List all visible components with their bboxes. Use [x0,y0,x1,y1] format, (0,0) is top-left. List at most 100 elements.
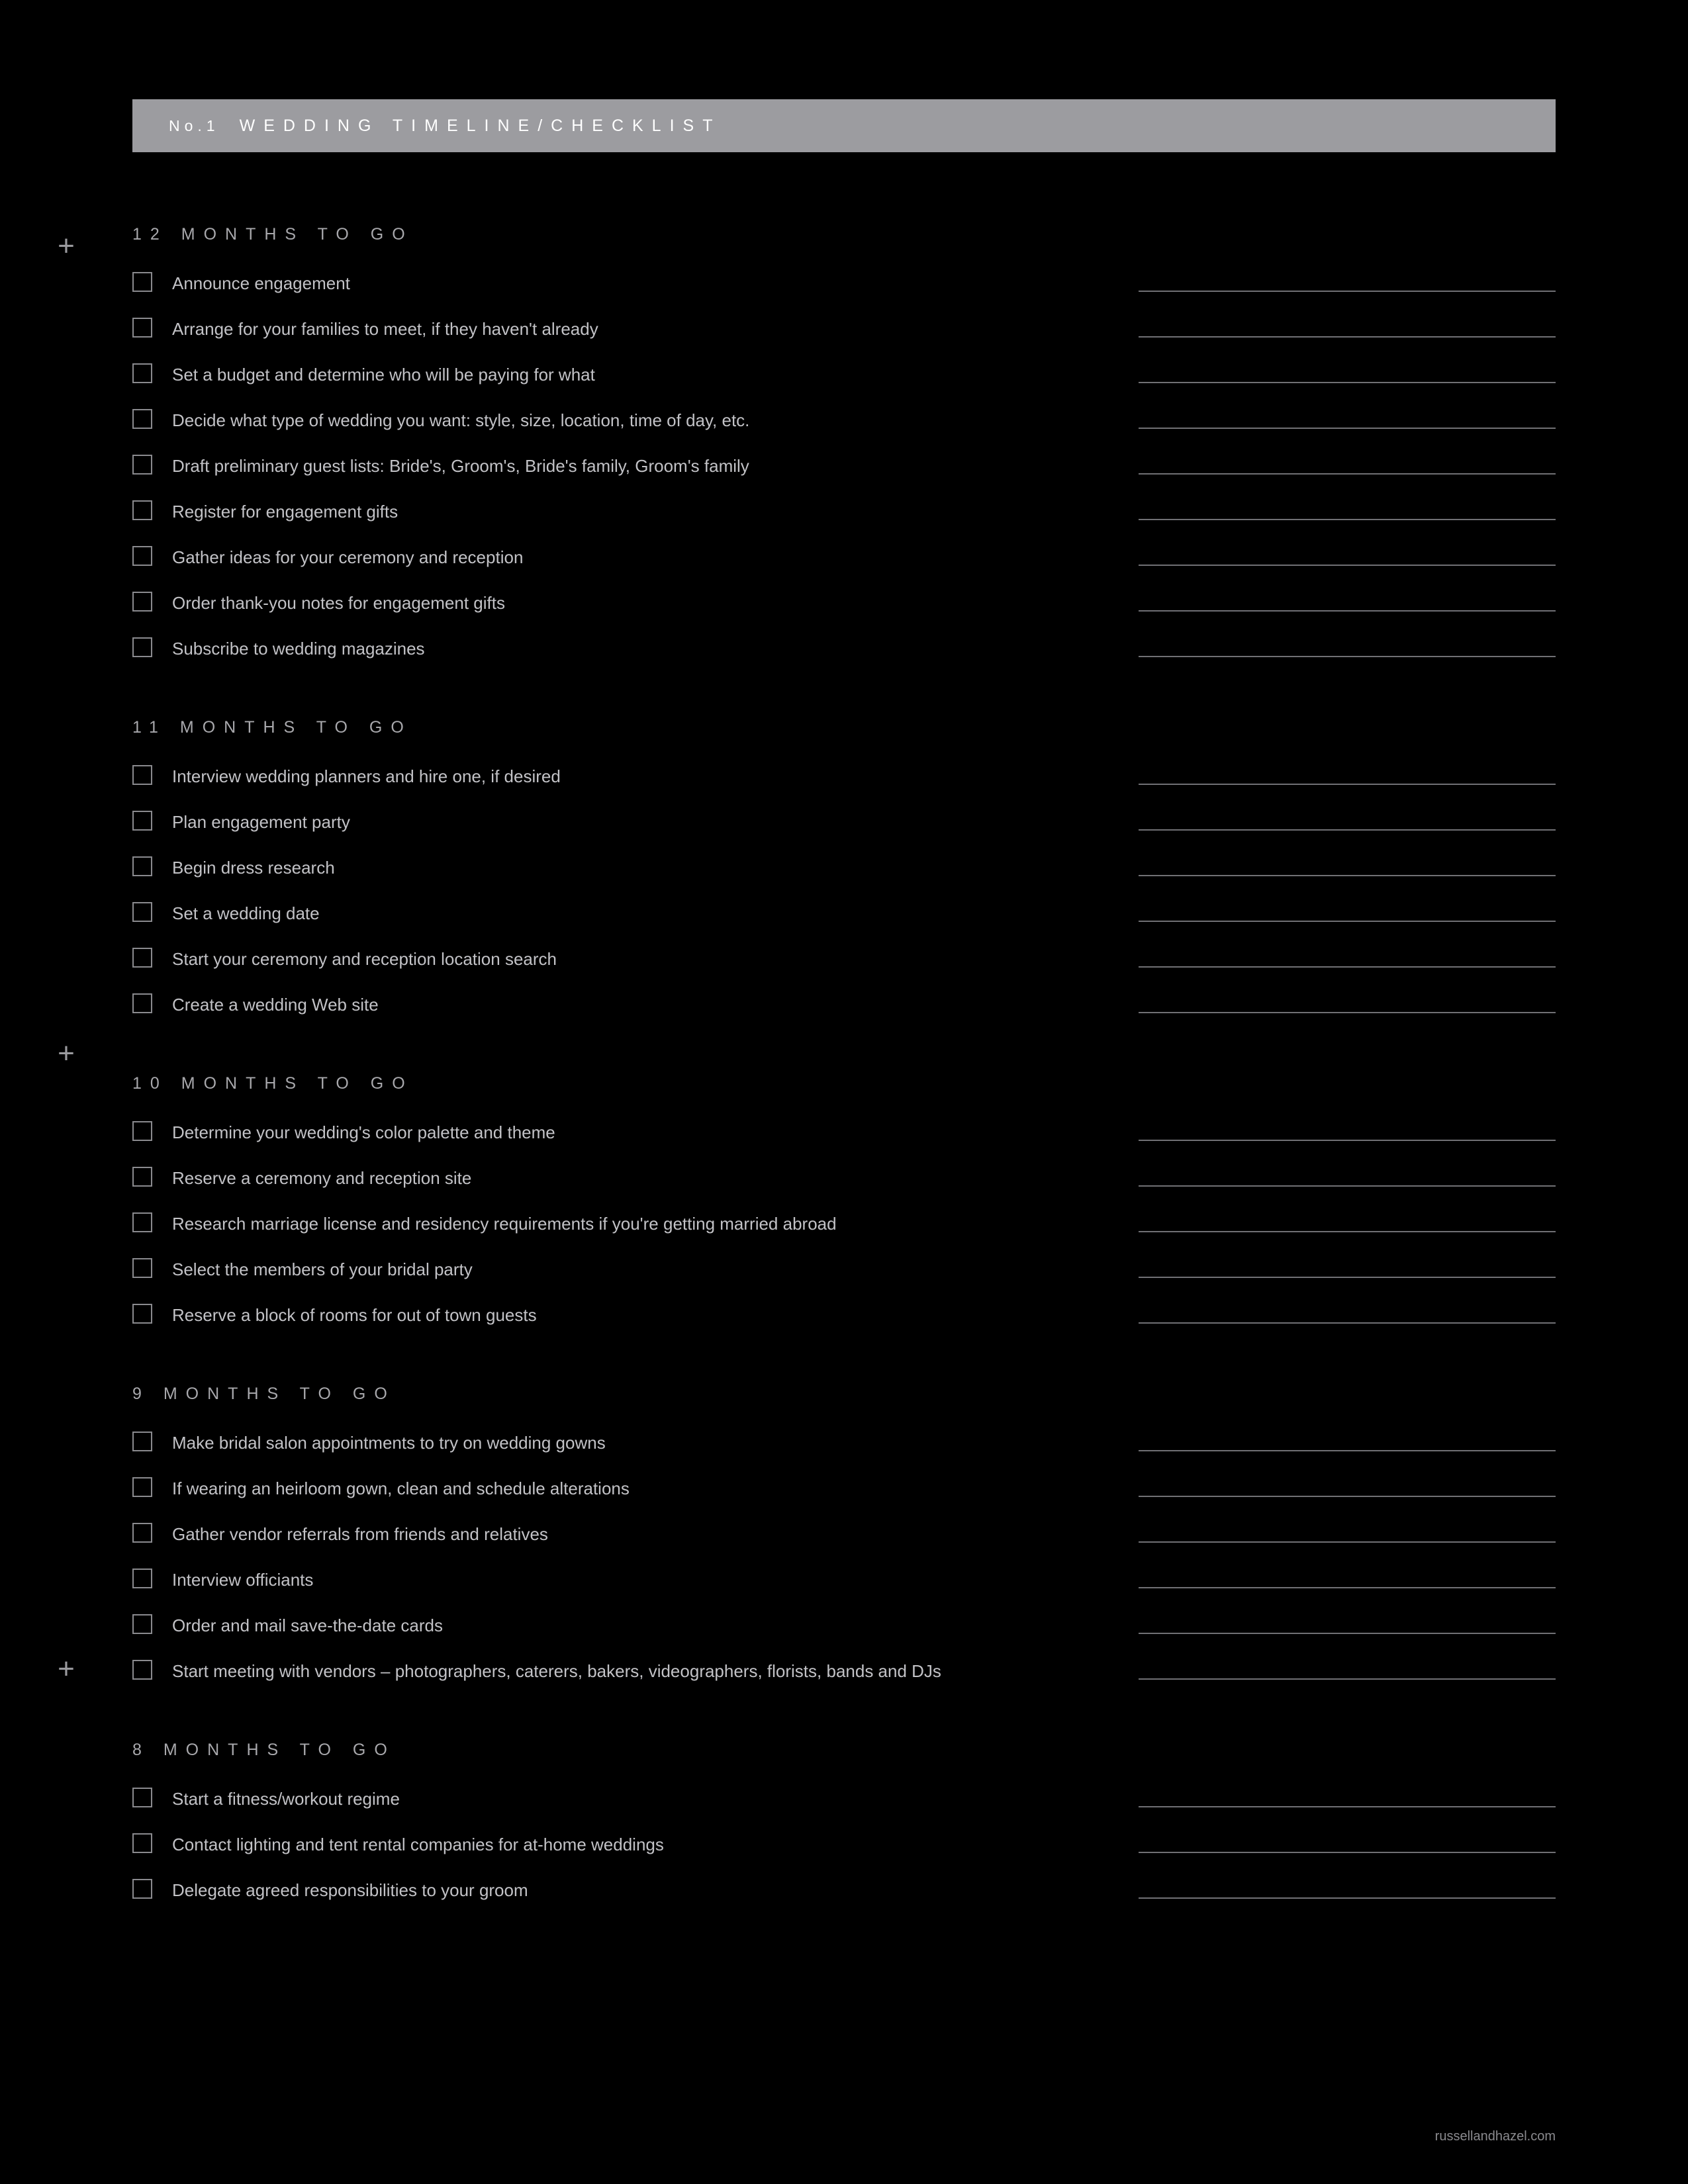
item-text: Register for engagement gifts [172,499,1026,525]
checklist-item: Subscribe to wedding magazines [132,636,1556,662]
item-text: Create a wedding Web site [172,992,1026,1018]
note-line[interactable] [1139,1430,1556,1451]
note-line[interactable] [1139,1567,1556,1588]
checkbox[interactable] [132,1258,152,1278]
checklist-item: Begin dress research [132,855,1556,881]
item-text: Arrange for your families to meet, if th… [172,316,1026,342]
note-line[interactable] [1139,1211,1556,1232]
checkbox[interactable] [132,592,152,612]
note-line[interactable] [1139,453,1556,475]
footer-text: russellandhazel.com [1435,2129,1556,2144]
item-text: Reserve a block of rooms for out of town… [172,1302,1026,1328]
checkbox[interactable] [132,1569,152,1588]
plus-icon: + [53,1039,79,1068]
note-line[interactable] [1139,1522,1556,1543]
checklist-item: Register for engagement gifts [132,499,1556,525]
section-title: 11 MONTHS TO GO [132,718,1556,737]
checkbox[interactable] [132,363,152,383]
checkbox[interactable] [132,1304,152,1324]
item-text: Select the members of your bridal party [172,1257,1026,1283]
checkbox[interactable] [132,318,152,338]
note-line[interactable] [1139,1659,1556,1680]
checkbox[interactable] [132,993,152,1013]
checkbox[interactable] [132,1121,152,1141]
checkbox[interactable] [132,1833,152,1853]
checkbox[interactable] [132,1614,152,1634]
checklist-item: Interview officiants [132,1567,1556,1593]
note-line[interactable] [1139,946,1556,968]
checklist-item: Reserve a block of rooms for out of town… [132,1302,1556,1328]
checkbox[interactable] [132,1660,152,1680]
checklist-item: Set a budget and determine who will be p… [132,362,1556,388]
checkbox[interactable] [132,1788,152,1807]
note-line[interactable] [1139,590,1556,612]
note-line[interactable] [1139,1302,1556,1324]
checkbox[interactable] [132,637,152,657]
item-text: Make bridal salon appointments to try on… [172,1430,1026,1456]
item-text: Interview wedding planners and hire one,… [172,764,1026,790]
checkbox[interactable] [132,1477,152,1497]
note-line[interactable] [1139,809,1556,831]
note-line[interactable] [1139,1476,1556,1497]
checklist-item: Determine your wedding's color palette a… [132,1120,1556,1146]
checkbox[interactable] [132,1167,152,1187]
item-text: Announce engagement [172,271,1026,296]
checkbox[interactable] [132,455,152,475]
item-text: Research marriage license and residency … [172,1211,1026,1237]
checklist-section: 11 MONTHS TO GO Interview wedding planner… [132,718,1556,1018]
checkbox[interactable] [132,856,152,876]
item-text: Begin dress research [172,855,1026,881]
note-line[interactable] [1139,545,1556,566]
note-line[interactable] [1139,1120,1556,1141]
note-line[interactable] [1139,408,1556,429]
checklist-item: Start meeting with vendors – photographe… [132,1659,1556,1684]
checklist-item: Draft preliminary guest lists: Bride's, … [132,453,1556,479]
checkbox[interactable] [132,765,152,785]
note-line[interactable] [1139,1832,1556,1853]
checkbox[interactable] [132,811,152,831]
item-text: Order and mail save-the-date cards [172,1613,1026,1639]
checklist-item: Plan engagement party [132,809,1556,835]
checkbox[interactable] [132,902,152,922]
note-line[interactable] [1139,1257,1556,1278]
sections-container: 12 MONTHS TO GOAnnounce engagementArrang… [132,225,1556,1903]
checklist-section: 12 MONTHS TO GOAnnounce engagementArrang… [132,225,1556,662]
note-line[interactable] [1139,1165,1556,1187]
checkbox[interactable] [132,409,152,429]
note-line[interactable] [1139,992,1556,1013]
item-text: Set a wedding date [172,901,1026,927]
note-line[interactable] [1139,1878,1556,1899]
note-line[interactable] [1139,271,1556,292]
checklist-item: Order thank-you notes for engagement gif… [132,590,1556,616]
note-line[interactable] [1139,362,1556,383]
note-line[interactable] [1139,901,1556,922]
item-text: Reserve a ceremony and reception site [172,1165,1026,1191]
checkbox[interactable] [132,546,152,566]
note-line[interactable] [1139,499,1556,520]
checkbox[interactable] [132,948,152,968]
note-line[interactable] [1139,1786,1556,1807]
checkbox[interactable] [132,1879,152,1899]
checkbox[interactable] [132,1432,152,1451]
note-line[interactable] [1139,636,1556,657]
header-title: WEDDING TIMELINE/CHECKLIST [240,116,722,136]
note-line[interactable] [1139,855,1556,876]
checkbox[interactable] [132,1212,152,1232]
item-text: Set a budget and determine who will be p… [172,362,1026,388]
item-text: Delegate agreed responsibilities to your… [172,1878,1026,1903]
note-line[interactable] [1139,1613,1556,1634]
note-line[interactable] [1139,316,1556,338]
checkbox[interactable] [132,500,152,520]
checklist-item: Create a wedding Web site [132,992,1556,1018]
checkbox[interactable] [132,1523,152,1543]
page: No.1 WEDDING TIMELINE/CHECKLIST 12 MONTH… [0,0,1688,2184]
checklist-section: 9 MONTHS TO GO Make bridal salon appointm… [132,1385,1556,1684]
checklist-item: Research marriage license and residency … [132,1211,1556,1237]
checklist-item: If wearing an heirloom gown, clean and s… [132,1476,1556,1502]
checkbox[interactable] [132,272,152,292]
plus-icon: + [53,1655,79,1684]
header-number: No.1 [169,117,220,135]
note-line[interactable] [1139,764,1556,785]
section-title: 9 MONTHS TO GO [132,1385,1556,1404]
section-title: 10 MONTHS TO GO [132,1074,1556,1093]
